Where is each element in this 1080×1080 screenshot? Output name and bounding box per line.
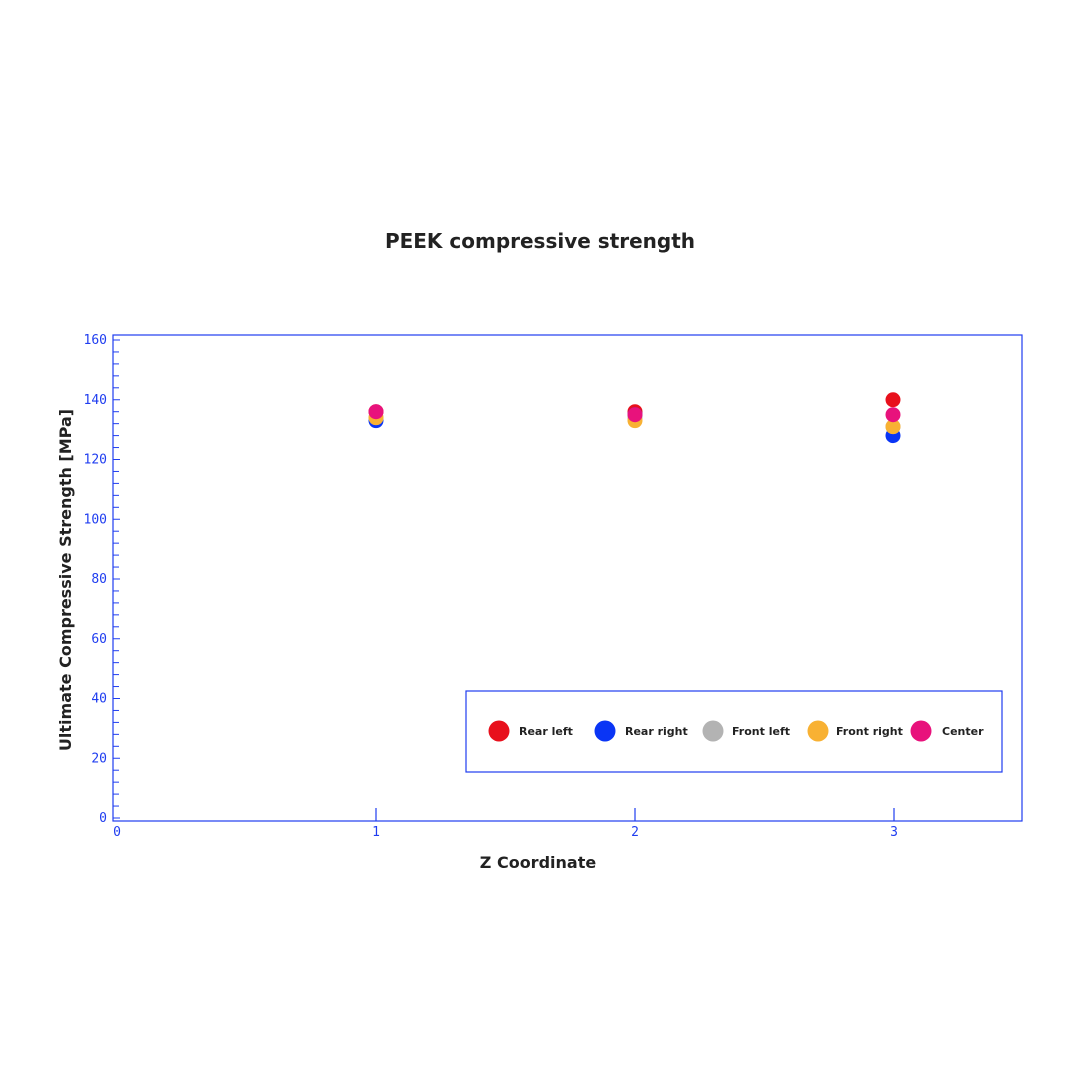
legend-marker-center — [910, 720, 932, 742]
x-axis: 0 1 2 3 — [113, 808, 898, 840]
legend-label-center: Center — [942, 725, 984, 738]
x-tick-label: 3 — [890, 825, 898, 840]
legend-marker-front-right — [807, 720, 829, 742]
y-tick-label: 20 — [91, 751, 107, 766]
legend-marker-rear-right — [594, 720, 616, 742]
x-axis-title: Z Coordinate — [480, 853, 597, 872]
legend: Rear left Rear right Front left Front right… — [465, 690, 1003, 773]
y-tick-label: 140 — [84, 393, 107, 408]
legend-marker-rear-left — [488, 720, 510, 742]
y-axis-title: Ultimate Compressive Strength [MPa] — [56, 409, 75, 751]
y-tick-label: 0 — [99, 811, 107, 826]
legend-label-rear-left: Rear left — [519, 725, 573, 738]
y-tick-label: 60 — [91, 632, 107, 647]
chart-title: PEEK compressive strength — [385, 229, 695, 253]
y-axis: 0 20 40 60 80 100 120 140 160 — [84, 333, 120, 826]
data-point-center — [627, 407, 643, 423]
x-tick-label: 1 — [372, 825, 380, 840]
data-points — [368, 392, 901, 444]
y-tick-label: 120 — [84, 453, 107, 468]
data-point-rear-left — [885, 392, 901, 408]
y-tick-label: 160 — [84, 333, 107, 348]
data-point-front-right — [885, 419, 901, 435]
data-point-center — [885, 407, 901, 423]
y-tick-label: 40 — [91, 692, 107, 707]
legend-label-front-left: Front left — [732, 725, 790, 738]
legend-label-front-right: Front right — [836, 725, 903, 738]
legend-marker-front-left — [702, 720, 724, 742]
x-tick-label: 0 — [113, 825, 121, 840]
plot-area-frame — [112, 334, 1023, 822]
legend-label-rear-right: Rear right — [625, 725, 688, 738]
data-point-center — [368, 404, 384, 420]
y-tick-label: 100 — [84, 512, 107, 527]
x-tick-label: 2 — [631, 825, 639, 840]
y-tick-label: 80 — [91, 572, 107, 587]
